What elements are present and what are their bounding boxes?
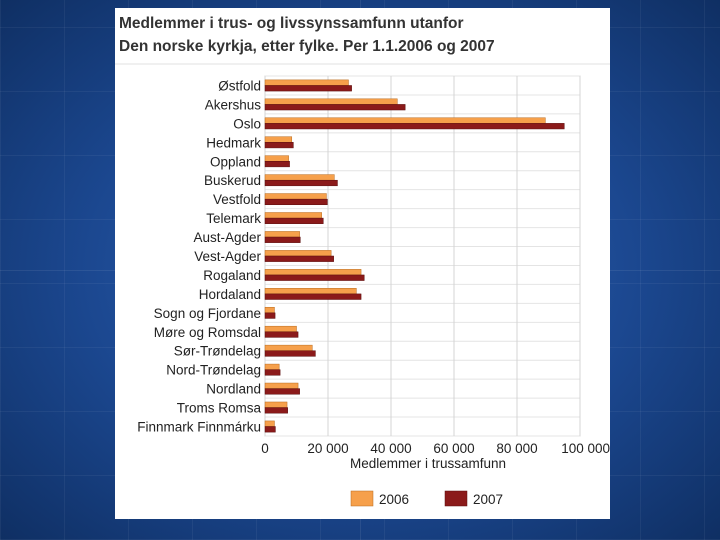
bar-2007-9 — [264, 255, 334, 262]
category-label: Rogaland — [203, 268, 261, 283]
category-label: Østfold — [218, 78, 261, 93]
bar-2006-12 — [264, 306, 275, 314]
category-label: Nord-Trøndelag — [166, 363, 261, 378]
x-axis-title: Medlemmer i trussamfunn — [350, 456, 506, 471]
category-label: Troms Romsa — [177, 401, 262, 416]
legend-label-2007: 2007 — [473, 492, 503, 507]
category-label: Sogn og Fjordane — [154, 306, 261, 321]
category-label: Oslo — [233, 116, 261, 131]
bar-2007-2 — [264, 123, 565, 130]
bar-2007-13 — [264, 331, 299, 338]
category-label: Hordaland — [199, 287, 261, 302]
bar-2007-12 — [264, 312, 276, 319]
bar-2007-0 — [264, 85, 352, 92]
x-tick-label: 100 000 — [561, 441, 610, 456]
category-label: Telemark — [206, 211, 261, 226]
category-label: Vest-Agder — [194, 249, 261, 264]
x-tick-label: 80 000 — [496, 441, 537, 456]
bar-2006-0 — [264, 79, 349, 86]
bar-2007-17 — [264, 407, 288, 414]
bar-2006-3 — [264, 136, 293, 143]
bar-2006-15 — [264, 363, 280, 370]
category-label: Oppland — [210, 154, 261, 169]
bar-2007-4 — [264, 161, 290, 168]
bar-2006-14 — [264, 344, 313, 351]
bar-2007-14 — [264, 350, 316, 357]
legend: 2006 2007 — [350, 490, 503, 507]
category-label: Nordland — [206, 382, 261, 397]
chart-panel: Medlemmer i trus- og livssynssamfunn uta… — [115, 8, 610, 519]
bar-2006-7 — [264, 212, 322, 219]
bar-2007-7 — [264, 217, 324, 224]
category-labels: Østfold Akershus Oslo Hedmark Oppland Buskeru… — [137, 78, 261, 434]
category-label: Sør-Trøndelag — [174, 344, 261, 359]
bar-2007-3 — [264, 142, 294, 149]
category-label: Hedmark — [206, 135, 261, 150]
bar-chart: Medlemmer i trus- og livssynssamfunn uta… — [115, 15, 610, 507]
bar-2006-16 — [264, 382, 299, 389]
chart-subtitle: Den norske kyrkja, etter fylke. Per 1.1.… — [119, 38, 495, 55]
category-label: Akershus — [205, 97, 262, 112]
bar-2006-17 — [264, 401, 288, 408]
bar-2006-9 — [264, 250, 332, 257]
bar-2006-11 — [264, 288, 357, 295]
bar-2007-6 — [264, 198, 328, 206]
category-label: Buskerud — [204, 173, 261, 188]
legend-swatch-2006 — [350, 490, 374, 507]
bar-2007-15 — [264, 369, 281, 376]
x-tick-labels: 0 20 000 40 000 60 000 80 000 100 000 — [261, 441, 610, 456]
bar-2006-8 — [264, 231, 300, 238]
category-label: Finnmark Finnmárku — [137, 420, 261, 435]
category-label: Møre og Romsdal — [154, 325, 261, 340]
bar-2007-18 — [264, 426, 276, 433]
category-label: Vestfold — [213, 192, 261, 207]
bar-2007-8 — [264, 236, 301, 243]
bar-2006-2 — [264, 117, 546, 124]
bar-2007-5 — [264, 179, 338, 187]
legend-label-2006: 2006 — [379, 492, 409, 507]
x-tick-label: 20 000 — [307, 441, 348, 456]
bar-2007-16 — [264, 388, 300, 395]
category-label: Aust-Agder — [193, 230, 261, 245]
chart-title: Medlemmer i trus- og livssynssamfunn uta… — [119, 15, 464, 32]
bar-2007-11 — [264, 293, 362, 300]
bar-2006-6 — [264, 193, 327, 200]
x-tick-label: 40 000 — [370, 441, 411, 456]
bar-2006-10 — [264, 269, 362, 276]
bar-2006-5 — [264, 174, 335, 181]
bar-2006-1 — [264, 98, 398, 105]
bar-2007-1 — [264, 104, 406, 111]
bar-2006-13 — [264, 325, 297, 333]
x-tick-label: 60 000 — [433, 441, 474, 456]
bar-2007-10 — [264, 274, 365, 281]
bars-layer — [264, 79, 565, 433]
legend-swatch-2007 — [444, 490, 468, 507]
x-tick-label: 0 — [261, 441, 269, 456]
bar-2006-4 — [264, 155, 289, 162]
bar-2006-18 — [264, 420, 275, 427]
